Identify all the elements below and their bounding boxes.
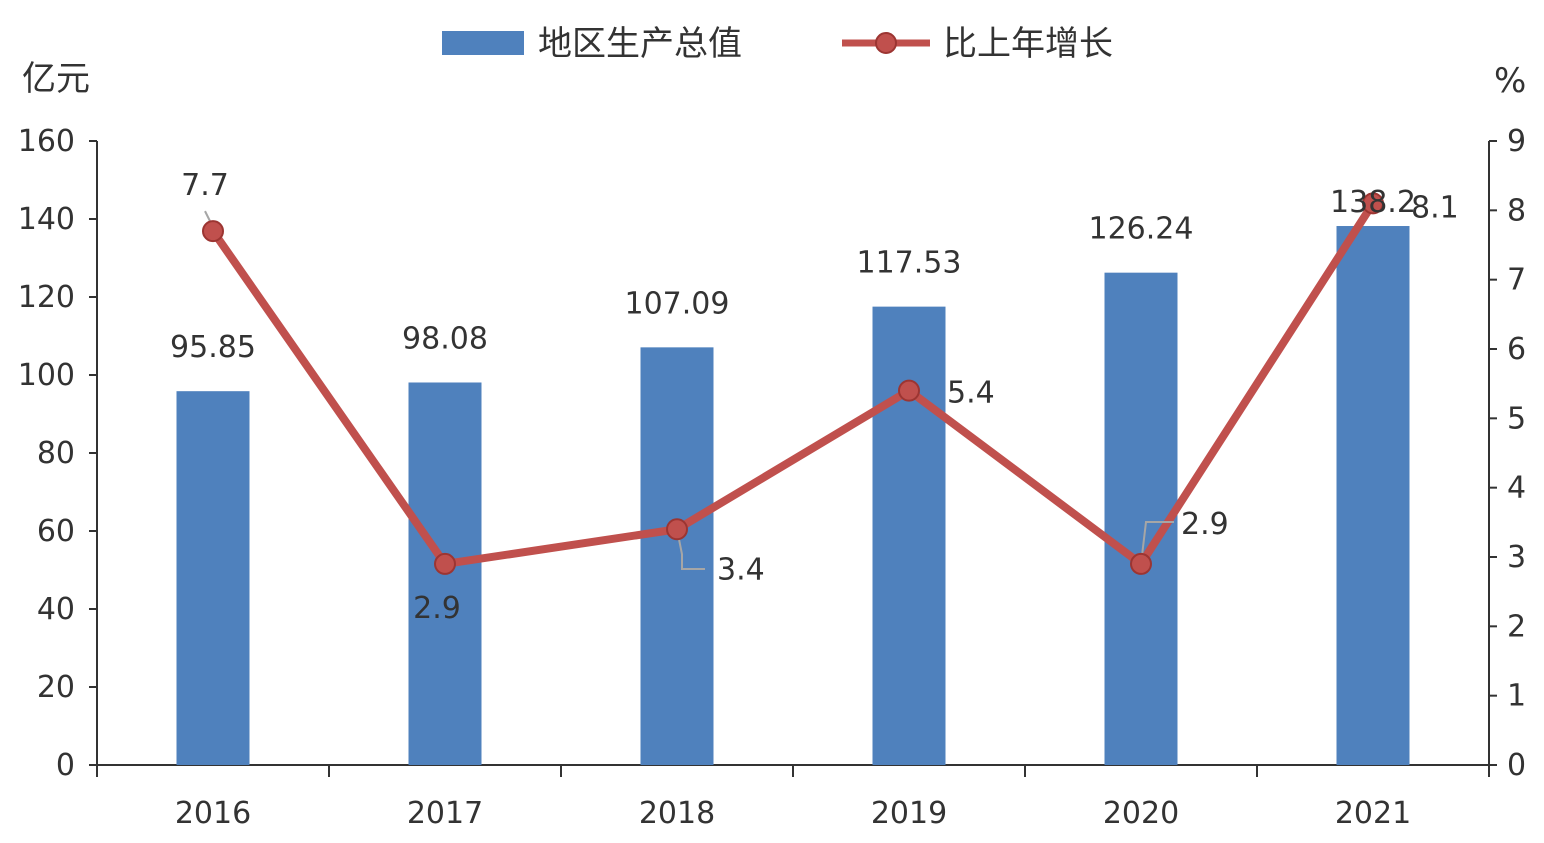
left-tick-label: 80 xyxy=(37,436,75,471)
left-tick-label: 60 xyxy=(37,514,75,549)
legend-bar-swatch xyxy=(442,31,524,55)
growth-value-label: 8.1 xyxy=(1411,190,1459,225)
legend-line-label: 比上年增长 xyxy=(943,24,1113,64)
bar-value-label: 107.09 xyxy=(625,286,730,321)
right-tick-label: 3 xyxy=(1507,540,1526,575)
growth-line xyxy=(202,192,1384,575)
growth-value-label: 7.7 xyxy=(181,168,229,203)
right-tick-label: 8 xyxy=(1507,193,1526,228)
left-tick-label: 100 xyxy=(18,358,75,393)
x-ticks: 2016 2017 2018 2019 2020 2021 xyxy=(96,765,1490,831)
bars xyxy=(176,226,1410,765)
left-axis-title: 亿元 xyxy=(22,59,90,99)
bar-value-label: 126.24 xyxy=(1089,212,1194,247)
right-y-ticks: 0 1 2 3 4 5 6 7 8 9 xyxy=(1489,124,1526,783)
growth-point xyxy=(434,552,456,575)
right-tick-label: 4 xyxy=(1507,471,1526,506)
growth-value-label: 2.9 xyxy=(1181,507,1229,542)
left-tick-label: 20 xyxy=(37,670,75,705)
x-tick-label: 2016 xyxy=(175,796,251,831)
right-tick-label: 1 xyxy=(1507,679,1526,714)
axes xyxy=(96,141,1490,766)
legend-line-marker xyxy=(875,32,897,54)
bar-value-label: 138.2 xyxy=(1330,185,1416,220)
legend-bar-label: 地区生产总值 xyxy=(538,24,742,64)
right-tick-label: 6 xyxy=(1507,332,1526,367)
left-tick-label: 40 xyxy=(37,592,75,627)
bar xyxy=(872,306,946,765)
data-labels: 95.85 98.08 107.09 117.53 126.24 138.2 7.7 2.9 3… xyxy=(170,168,1459,626)
growth-point xyxy=(202,220,224,243)
label-leader-line xyxy=(676,529,705,570)
growth-point xyxy=(898,379,920,402)
right-tick-label: 5 xyxy=(1507,401,1526,436)
bar-value-label: 95.85 xyxy=(170,330,256,365)
bar-value-label: 117.53 xyxy=(857,246,962,281)
x-tick-label: 2017 xyxy=(407,796,483,831)
x-tick-label: 2019 xyxy=(871,796,947,831)
left-y-ticks: 0 20 40 60 80 100 120 140 160 xyxy=(18,124,97,783)
growth-line-path xyxy=(209,201,1377,568)
growth-value-label: 2.9 xyxy=(413,591,461,626)
right-tick-label: 2 xyxy=(1507,609,1526,644)
growth-point xyxy=(1362,192,1384,215)
left-tick-label: 140 xyxy=(18,202,75,237)
x-tick-label: 2020 xyxy=(1103,796,1179,831)
growth-point xyxy=(1130,552,1152,575)
label-leader-line xyxy=(1140,521,1174,565)
label-leader-line xyxy=(204,210,211,222)
x-tick-label: 2021 xyxy=(1335,796,1411,831)
growth-value-label: 5.4 xyxy=(947,376,995,411)
left-tick-label: 0 xyxy=(56,748,75,783)
bar xyxy=(1336,226,1410,765)
bar-value-label: 98.08 xyxy=(402,321,488,356)
x-tick-label: 2018 xyxy=(639,796,715,831)
right-axis-title: % xyxy=(1494,61,1526,101)
growth-point xyxy=(666,518,688,541)
growth-value-label: 3.4 xyxy=(717,552,765,587)
legend: 地区生产总值 比上年增长 xyxy=(442,24,1113,64)
right-tick-label: 9 xyxy=(1507,124,1526,159)
right-tick-label: 7 xyxy=(1507,263,1526,298)
bar xyxy=(176,391,250,765)
left-tick-label: 160 xyxy=(18,124,75,159)
right-tick-label: 0 xyxy=(1507,748,1526,783)
left-tick-label: 120 xyxy=(18,280,75,315)
bar xyxy=(640,347,714,765)
